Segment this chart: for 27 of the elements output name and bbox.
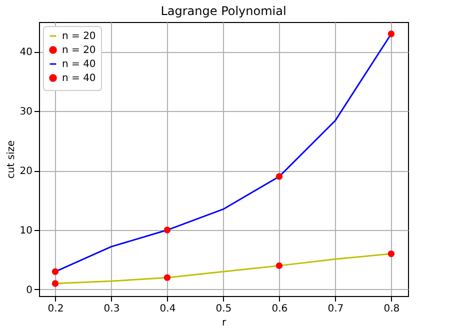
- y-tick-label: 10: [20, 226, 32, 237]
- point: [388, 30, 395, 38]
- point: [388, 250, 395, 258]
- x-tick-label: 0.7: [328, 304, 344, 314]
- point: [52, 268, 59, 275]
- point: [276, 262, 283, 270]
- x-tick-label: 0.6: [272, 304, 288, 314]
- legend-label: n = 20: [62, 31, 96, 42]
- y-tick-label: 30: [20, 106, 32, 118]
- point: [276, 173, 283, 180]
- chart-title: Lagrange Polynomial: [160, 4, 286, 18]
- y-axis-title: cut size: [6, 140, 17, 179]
- x-tick-label: 0.2: [48, 304, 64, 314]
- x-tick-label: 0.8: [384, 304, 400, 314]
- x-tick-label: 0.4: [160, 304, 176, 314]
- x-axis-title: r: [222, 318, 227, 328]
- legend-label: n = 40: [62, 59, 96, 70]
- legend-label: n = 40: [62, 73, 96, 84]
- y-tick-label: 40: [20, 47, 32, 58]
- y-tick-label: 0: [26, 284, 32, 296]
- point: [52, 280, 59, 287]
- x-tick-label: 0.3: [104, 304, 120, 314]
- point: [164, 274, 171, 281]
- legend-label: n = 20: [62, 45, 96, 56]
- point: [164, 226, 171, 234]
- x-tick-label: 0.5: [216, 304, 232, 314]
- y-tick-label: 20: [20, 166, 32, 178]
